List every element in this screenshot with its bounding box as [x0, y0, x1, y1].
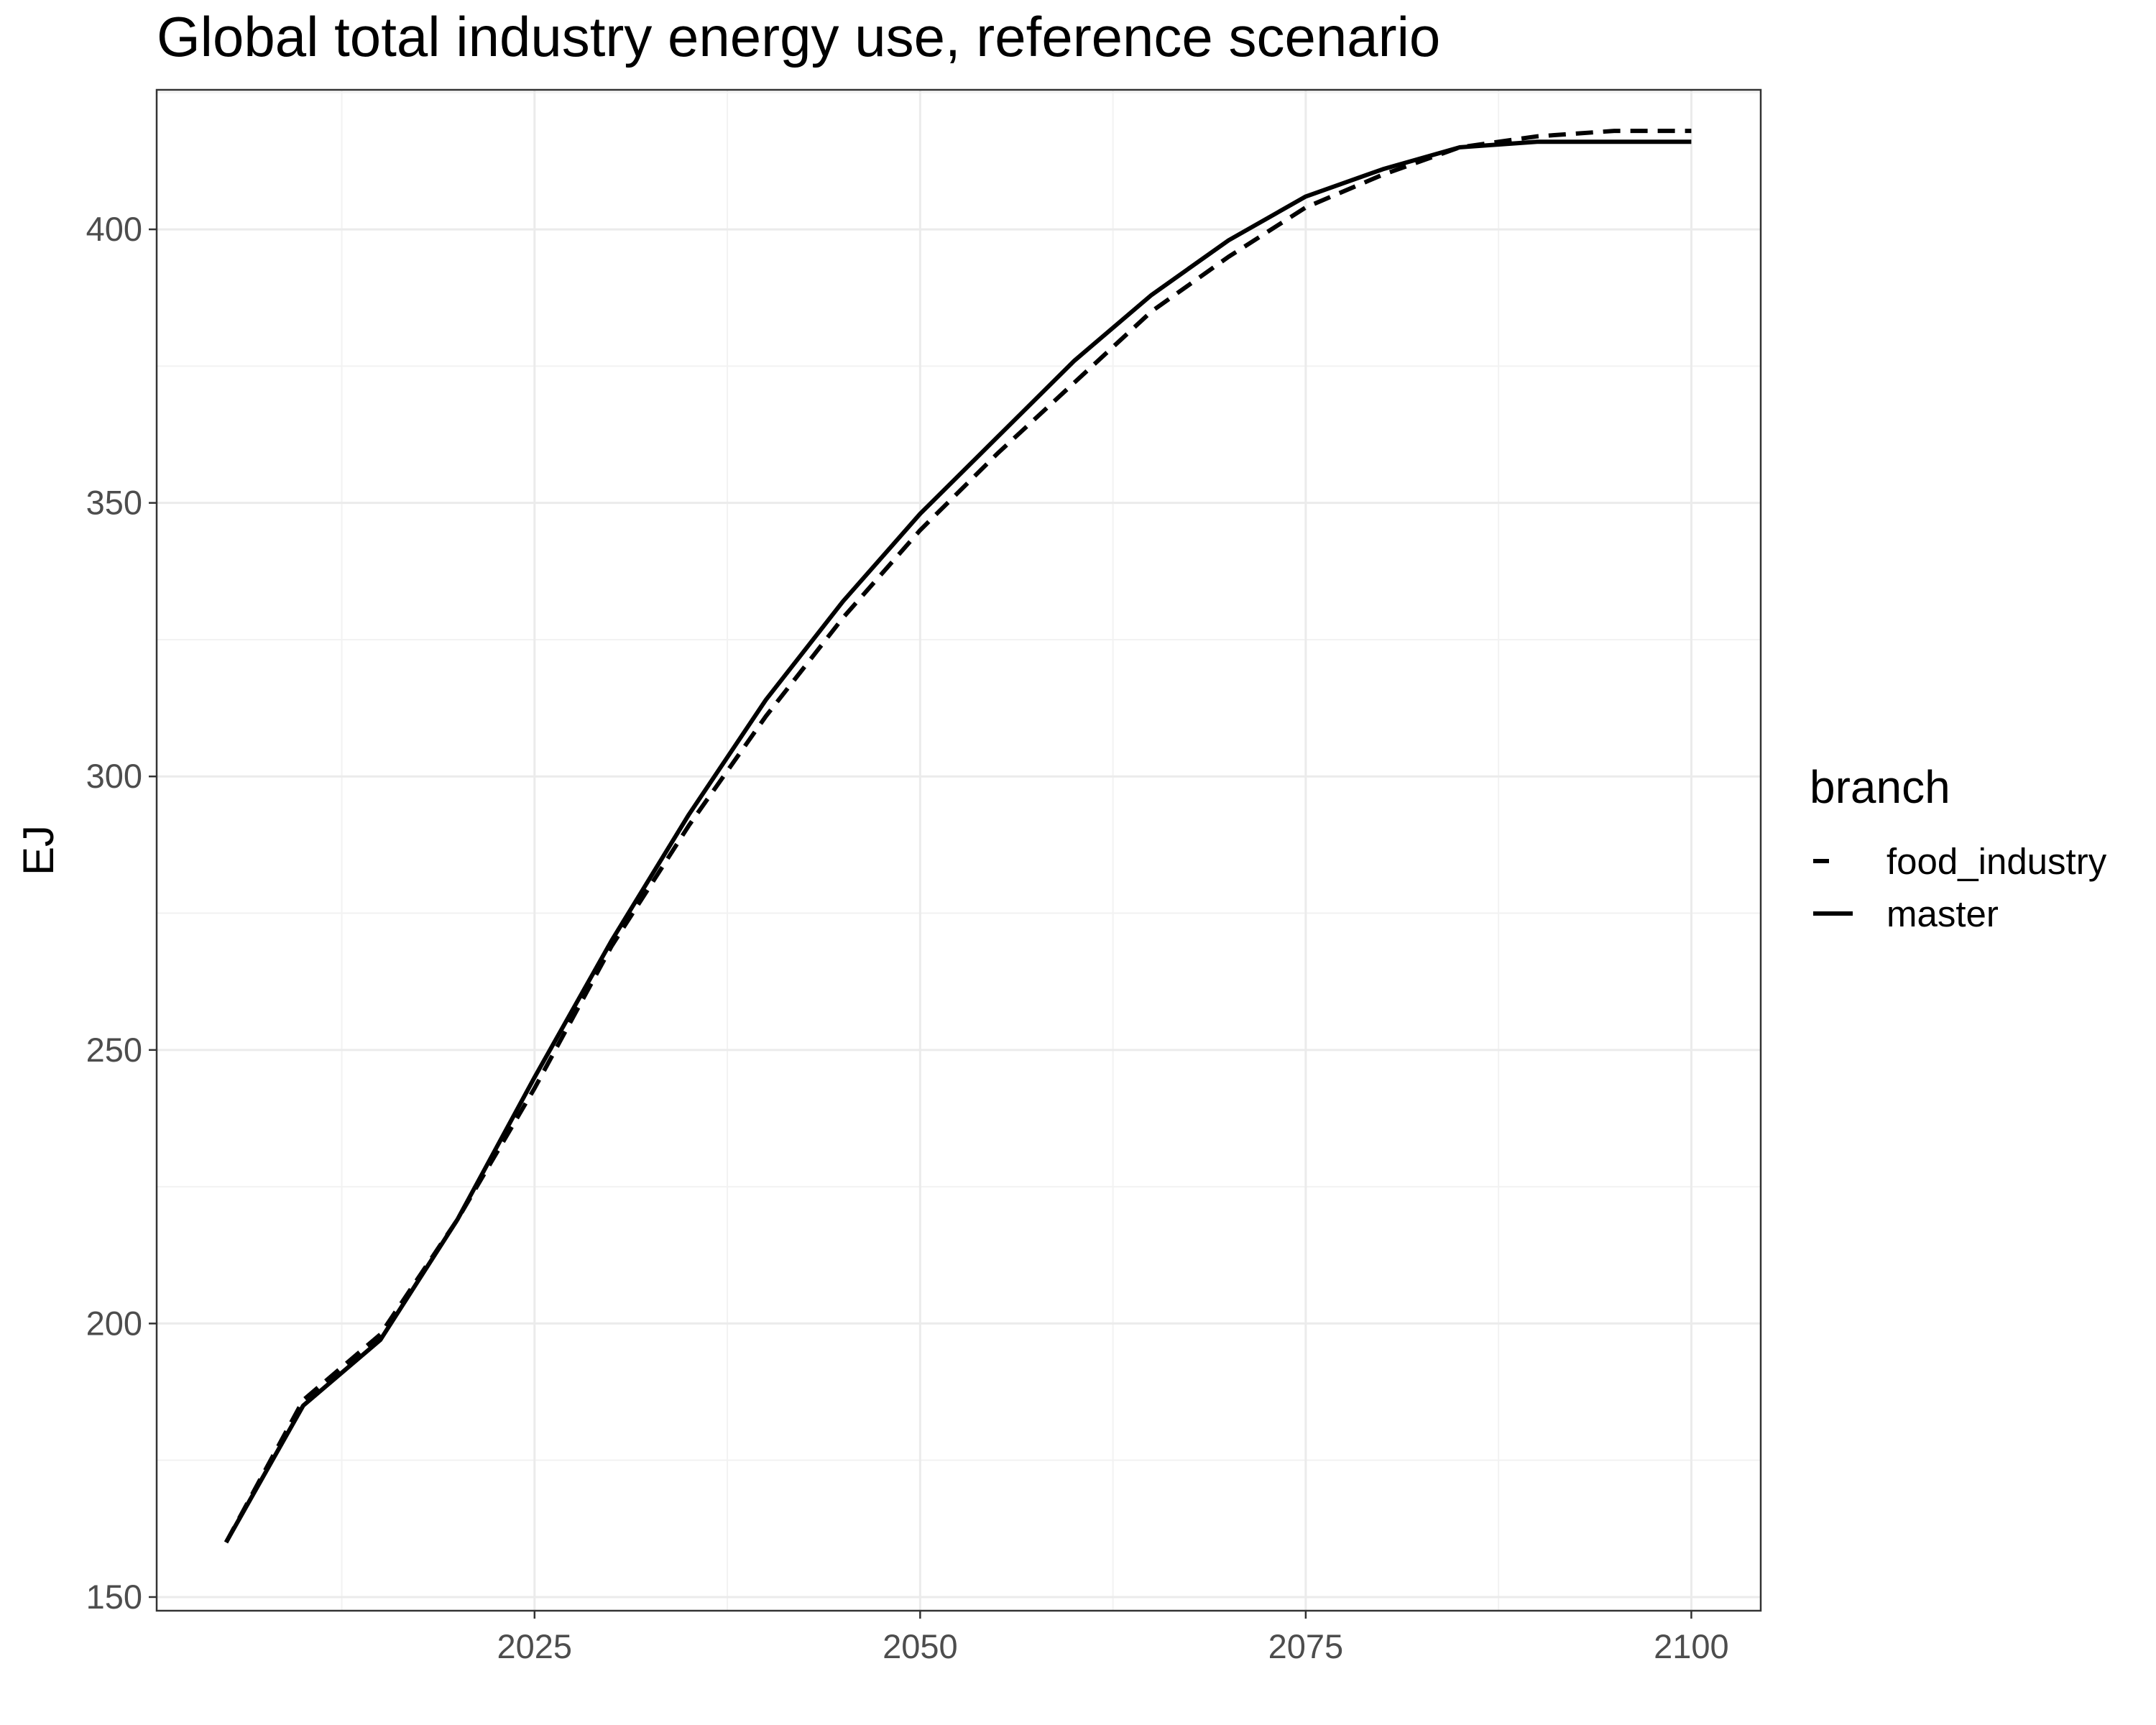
y-axis: 150 200 250 300 350 400: [86, 210, 157, 1616]
x-tick-label: 2100: [1654, 1627, 1729, 1665]
plot-panel: [157, 90, 1761, 1611]
y-tick-label: 150: [86, 1578, 142, 1616]
minor-gridlines: [157, 90, 1761, 1611]
major-gridlines: [157, 90, 1761, 1611]
y-tick-label: 350: [86, 484, 142, 522]
x-tick-label: 2025: [497, 1627, 573, 1665]
y-axis-title: EJ: [14, 825, 63, 875]
series-lines: [224, 129, 1692, 1544]
series-line-master: [224, 139, 1692, 1544]
chart-title: Global total industry energy use, refere…: [157, 5, 1440, 68]
y-tick-label: 250: [86, 1031, 142, 1069]
legend-label: food_industry: [1886, 841, 2107, 882]
y-tick-label: 400: [86, 210, 142, 248]
y-tick-label: 300: [86, 757, 142, 795]
legend-title: branch: [1810, 761, 1950, 813]
plot-border: [155, 88, 1762, 1612]
x-axis: 2025 2050 2075 2100: [497, 1611, 1729, 1665]
x-tick-label: 2050: [883, 1627, 958, 1665]
legend-label: master: [1886, 893, 1999, 934]
x-tick-label: 2075: [1268, 1627, 1344, 1665]
y-tick-label: 200: [86, 1304, 142, 1342]
